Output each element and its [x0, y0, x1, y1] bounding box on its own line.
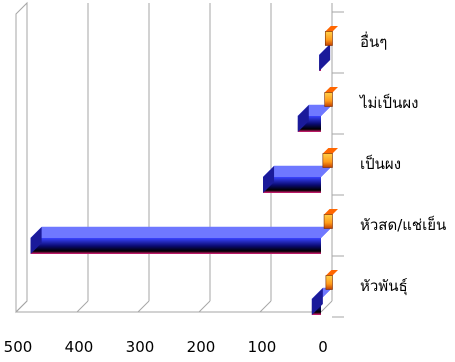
- floor-gridline-300: [137, 300, 150, 313]
- small-bar-front-face: [322, 153, 333, 168]
- small-bar-3: [323, 209, 338, 229]
- small-bar-top-face: [324, 87, 338, 93]
- x-axis-tick-labels: 500 400 300 200 100 0: [4, 338, 328, 356]
- bars: [30, 26, 338, 315]
- category-labels: อื่นๆไม่เป็นผงเป็นผงหัวสด/แช่เย็นหัวพันธ…: [359, 31, 446, 296]
- small-bar-0: [324, 26, 338, 46]
- small-bar-1: [324, 87, 338, 107]
- small-bar-2: [322, 148, 338, 168]
- bar-front-face: [30, 238, 321, 254]
- small-bar-front-face: [323, 214, 333, 229]
- x-tick-label: 300: [126, 338, 155, 356]
- category-label: อื่นๆ: [360, 31, 387, 51]
- side-wall: [15, 1, 28, 314]
- x-tick-label: 0: [318, 338, 328, 356]
- bar-end-cap: [263, 166, 275, 193]
- x-tick-label: 500: [4, 338, 33, 356]
- bar-3: [30, 226, 333, 254]
- x-tick-label: 400: [65, 338, 94, 356]
- small-bar-front-face: [324, 92, 333, 107]
- bar-2: [262, 165, 333, 193]
- gridlines: [15, 1, 344, 318]
- category-label: ไม่เป็นผง: [359, 93, 418, 112]
- x-tick-label: 200: [187, 338, 216, 356]
- bar-top-face: [30, 226, 333, 239]
- x-tick-label: 100: [248, 338, 277, 356]
- small-bar-front-face: [324, 31, 333, 46]
- small-bar-top-face: [322, 148, 338, 154]
- bar-0: [318, 43, 333, 71]
- floor-gridline-400: [76, 300, 89, 313]
- bar-1: [297, 104, 333, 132]
- small-bar-front-face: [325, 275, 333, 290]
- bar-end-cap: [319, 44, 331, 71]
- small-bar-top-face: [325, 26, 338, 32]
- small-bar-top-face: [324, 209, 338, 215]
- small-bar-top-face: [325, 270, 338, 276]
- small-bar-4: [325, 270, 338, 290]
- category-label: เป็นผง: [360, 154, 401, 173]
- bar-end-cap: [311, 288, 323, 315]
- category-label: หัวสด/แช่เย็น: [360, 215, 446, 234]
- bar-end-cap: [297, 105, 309, 132]
- category-label: หัวพันธุ์: [360, 277, 408, 296]
- floor-gridline-100: [259, 300, 272, 313]
- bar-front-face: [263, 177, 321, 193]
- bar-end-cap: [30, 227, 42, 254]
- floor-gridline-0: [320, 300, 333, 313]
- floor-gridline-200: [198, 300, 211, 313]
